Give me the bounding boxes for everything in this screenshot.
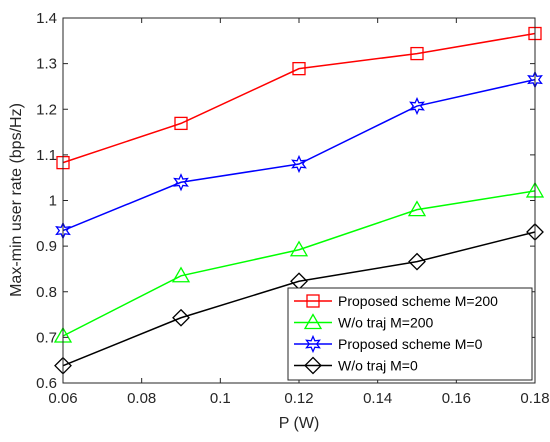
legend-item-3: Proposed scheme M=0 (294, 334, 483, 354)
x-tick-label: 0.14 (363, 390, 392, 407)
x-tick-label: 0.1 (210, 390, 231, 407)
x-tick-label: 0.18 (520, 390, 549, 407)
y-tick-label: 1.4 (36, 10, 57, 27)
series-line-4 (62, 231, 536, 367)
data-point-3-3 (291, 154, 307, 174)
legend-label: Proposed scheme M=200 (338, 293, 498, 309)
y-tick-label: 1 (49, 193, 57, 210)
legend-marker (306, 294, 320, 308)
legend-label: W/o traj M=200 (338, 315, 434, 331)
data-point-2-4 (407, 200, 427, 217)
series-line-1 (62, 32, 536, 164)
y-tick-label: 0.8 (36, 284, 57, 301)
x-tick-label: 0.08 (127, 390, 156, 407)
y-tick-label: 0.9 (36, 238, 57, 255)
y-tick-label: 1.1 (36, 147, 57, 164)
legend-marker (305, 334, 321, 354)
legend-item-2: W/o traj M=200 (294, 313, 434, 331)
series-line-3 (62, 78, 536, 232)
y-tick-label: 0.6 (36, 375, 57, 392)
legend-marker (303, 313, 323, 330)
series-2 (53, 181, 545, 343)
y-tick-label: 0.7 (36, 329, 57, 346)
data-point-3-2 (173, 173, 189, 192)
x-tick-label: 0.16 (442, 390, 471, 407)
legend-marker (304, 356, 322, 375)
data-point-3-4 (409, 96, 425, 116)
legend-label: Proposed scheme M=0 (338, 336, 483, 352)
legend-box (287, 287, 533, 381)
x-axis-label: P (W) (279, 415, 320, 432)
legend-label: W/o traj M=0 (338, 358, 418, 374)
data-point-1-4 (410, 46, 424, 61)
x-tick-label: 0.06 (48, 390, 77, 407)
data-point-2-3 (289, 240, 309, 257)
series-line-2 (62, 190, 536, 337)
data-point-2-2 (171, 266, 191, 283)
legend-item-1: Proposed scheme M=200 (294, 293, 498, 309)
data-point-1-2 (174, 116, 188, 131)
data-point-1-3 (292, 61, 306, 76)
legend-item-4: W/o traj M=0 (294, 356, 418, 375)
x-tick-label: 0.12 (284, 390, 313, 407)
legend: Proposed scheme M=200 W/o traj M=200 Propo… (287, 287, 533, 381)
data-point-4-4 (408, 252, 426, 271)
y-axis-label: Max-min user rate (bps/Hz) (8, 103, 25, 297)
y-tick-label: 1.3 (36, 56, 57, 73)
data-point-4-2 (172, 308, 190, 327)
y-tick-label: 1.2 (36, 101, 57, 118)
